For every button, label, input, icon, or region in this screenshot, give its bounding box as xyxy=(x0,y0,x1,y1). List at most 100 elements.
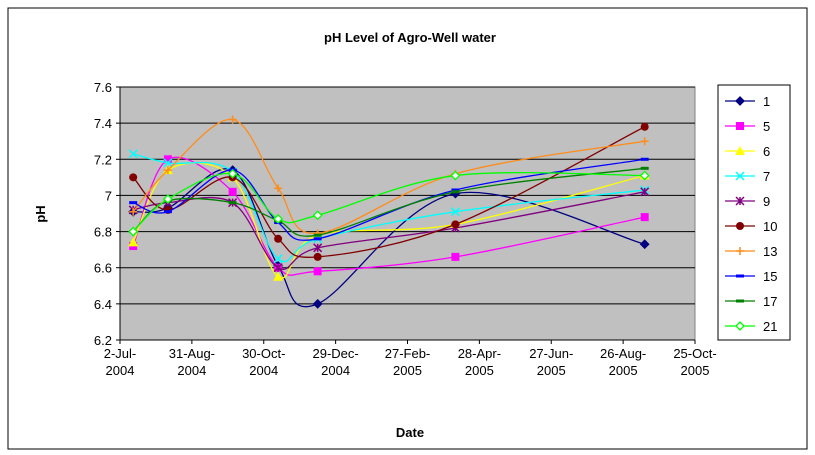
marker-shape xyxy=(736,122,744,130)
marker xyxy=(735,96,745,106)
x-tick-label: 28-Apr-2005 xyxy=(458,346,501,378)
marker xyxy=(640,157,649,161)
series-line xyxy=(132,158,645,241)
marker-shape xyxy=(273,214,284,224)
marker xyxy=(163,158,173,168)
marker xyxy=(273,254,283,264)
marker-shape xyxy=(128,237,139,247)
marker-shape xyxy=(228,187,237,196)
marker xyxy=(450,170,461,181)
chart-title: pH Level of Agro-Well water xyxy=(324,30,496,45)
marker xyxy=(450,207,460,217)
legend-label: 13 xyxy=(763,244,777,259)
marker xyxy=(273,214,284,224)
marker xyxy=(736,299,744,303)
marker-shape xyxy=(313,237,322,241)
marker xyxy=(735,196,745,206)
marker xyxy=(736,247,744,255)
marker xyxy=(129,173,138,182)
marker xyxy=(163,210,172,214)
marker xyxy=(451,220,460,229)
marker xyxy=(128,226,139,237)
marker xyxy=(735,171,745,181)
marker-shape xyxy=(228,201,237,205)
marker-shape xyxy=(274,234,283,243)
marker-shape xyxy=(451,220,460,229)
marker xyxy=(274,184,283,193)
marker xyxy=(735,321,745,331)
marker xyxy=(313,267,322,276)
marker-shape xyxy=(273,271,284,281)
marker xyxy=(128,149,138,159)
marker-shape xyxy=(736,274,744,278)
marker-shape xyxy=(129,201,138,205)
marker xyxy=(313,237,322,241)
x-tick-label: 29-Dec-2004 xyxy=(313,346,359,378)
marker xyxy=(639,170,650,181)
x-tick-label: 2-Jul-2004 xyxy=(104,346,137,378)
plot-area xyxy=(119,86,696,341)
marker xyxy=(128,237,139,247)
marker-shape xyxy=(451,252,460,261)
series-line xyxy=(132,167,645,237)
marker xyxy=(640,137,649,146)
marker-shape xyxy=(451,188,460,192)
marker-shape xyxy=(640,137,649,146)
legend-label: 15 xyxy=(763,269,777,284)
marker-shape xyxy=(640,166,649,170)
marker xyxy=(735,146,745,155)
x-tick-label: 26-Aug-2005 xyxy=(600,346,646,378)
marker-shape xyxy=(313,243,323,253)
marker xyxy=(640,122,649,131)
legend-label: 9 xyxy=(763,194,770,209)
marker xyxy=(162,194,173,204)
legend-label: 10 xyxy=(763,219,777,234)
x-tick-label: 25-Oct-2005 xyxy=(673,346,716,378)
marker-shape xyxy=(163,210,172,214)
marker-shape xyxy=(128,149,138,159)
x-tick-label: 31-Aug-2004 xyxy=(169,346,215,378)
marker-shape xyxy=(129,173,138,182)
marker xyxy=(736,222,744,230)
marker-shape xyxy=(640,213,649,222)
legend-box xyxy=(717,84,791,341)
marker xyxy=(640,187,650,197)
marker-shape xyxy=(736,247,744,255)
marker xyxy=(313,252,322,261)
marker-shape xyxy=(312,298,323,309)
marker-shape xyxy=(312,210,323,221)
marker-shape xyxy=(162,194,173,204)
marker-shape xyxy=(735,171,745,181)
marker-shape xyxy=(313,267,322,276)
marker xyxy=(451,190,460,194)
marker xyxy=(228,187,237,196)
marker-shape xyxy=(273,254,283,264)
marker xyxy=(274,234,283,243)
marker xyxy=(129,207,138,216)
marker-shape xyxy=(163,158,173,168)
marker xyxy=(736,122,744,130)
marker xyxy=(639,239,650,250)
legend-label: 17 xyxy=(763,294,777,309)
marker xyxy=(640,213,649,222)
x-tick-label: 27-Feb-2005 xyxy=(385,346,431,378)
marker xyxy=(451,252,460,261)
marker-shape xyxy=(273,263,283,273)
marker-shape xyxy=(735,146,745,155)
marker xyxy=(163,166,172,175)
marker-shape xyxy=(640,157,649,161)
marker-shape xyxy=(313,252,322,261)
marker-shape xyxy=(451,190,460,194)
legend-label: 6 xyxy=(763,144,770,159)
marker xyxy=(312,298,323,309)
marker xyxy=(640,166,649,170)
legend-label: 5 xyxy=(763,119,770,134)
marker-shape xyxy=(163,166,172,175)
x-tick-label: 27-Jun-2005 xyxy=(529,346,573,378)
x-axis-label: Date xyxy=(396,425,424,440)
marker-shape xyxy=(450,207,460,217)
marker-shape xyxy=(735,96,745,106)
marker xyxy=(227,168,238,179)
y-tick-label: 6.4 xyxy=(94,297,112,312)
